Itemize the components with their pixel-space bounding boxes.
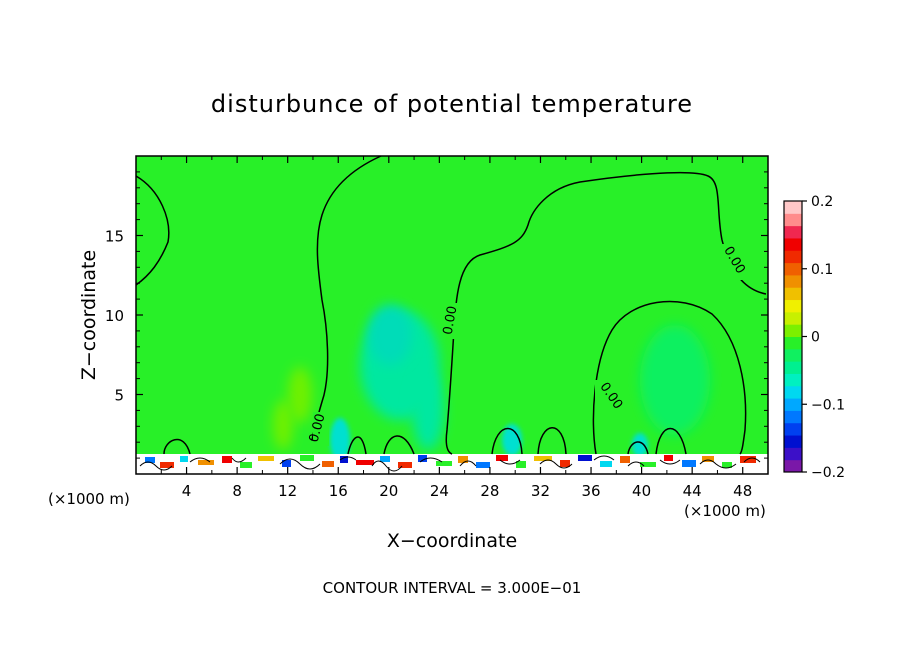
x-tick-label: 4: [182, 482, 192, 500]
colorbar-swatch: [784, 201, 802, 214]
colorbar-tick-label: −0.1: [811, 397, 845, 413]
contour-line: [592, 300, 747, 455]
contour-line: [135, 175, 170, 286]
x-axis-label: X−coordinate: [387, 530, 517, 552]
y-axis-label: Z−coordinate: [78, 250, 100, 380]
colorbar-swatch: [784, 447, 802, 461]
field-patch-cool: [412, 370, 444, 450]
colorbar-swatch: [784, 435, 802, 448]
colorbar-swatch: [784, 213, 802, 227]
colorbar-swatch: [784, 250, 802, 264]
x-axis-unit-right: (×1000 m): [684, 502, 766, 520]
contour-label: 0.00: [441, 305, 461, 336]
y-tick-label: 5: [114, 387, 124, 405]
contour-line: [655, 427, 687, 455]
chart-title: disturbunce of potential temperature: [211, 90, 693, 118]
surface-patches: [145, 455, 756, 468]
x-tick-label: 8: [232, 482, 242, 500]
x-tick-label: 32: [531, 482, 550, 500]
colorbar-swatch: [784, 422, 802, 436]
contour-labels: 0.00 0.00 0.00 0.00: [307, 244, 748, 446]
contour-line: [445, 171, 767, 455]
x-axis: 4 8 12 16 20 24 28 32 36 40 44 48: [160, 156, 752, 500]
y-tick-label: 10: [105, 307, 124, 325]
x-tick-label: 40: [632, 482, 651, 500]
colorbar-swatch: [784, 287, 802, 301]
colorbar-swatch: [784, 274, 802, 288]
colorbar-swatch: [784, 311, 802, 325]
colorbar-tick-label: 0.1: [811, 262, 833, 278]
colorbar-swatch: [784, 225, 802, 239]
x-tick-label: 28: [480, 482, 499, 500]
colorbar-swatch: [784, 385, 802, 399]
field-patch-cool: [632, 433, 648, 457]
contour-label: 0.00: [307, 412, 329, 444]
colorbar-swatch: [784, 348, 802, 362]
x-tick-label: 24: [430, 482, 449, 500]
y-axis: 5 10 15: [105, 171, 768, 459]
x-tick-label: 20: [379, 482, 398, 500]
x-tick-label: 16: [329, 482, 348, 500]
x-tick-label: 44: [683, 482, 702, 500]
contour-line: [163, 439, 191, 455]
field-patches: [273, 305, 710, 462]
colorbar-swatch: [784, 373, 802, 387]
colorbar-tick-label: 0.2: [811, 194, 833, 210]
colorbar-swatch: [784, 237, 802, 251]
surface-contours: [139, 455, 761, 472]
colorbar-swatch: [784, 324, 802, 337]
colorbar-swatch: [784, 262, 802, 276]
contour-line: [491, 427, 523, 455]
field-patch-warm: [273, 400, 293, 450]
x-tick-label: 36: [581, 482, 600, 500]
colorbar-tick-label: −0.2: [811, 465, 845, 481]
y-tick-label: 15: [105, 228, 124, 246]
colorbar-swatch: [784, 410, 802, 424]
colorbar-swatch: [784, 336, 802, 350]
field-patch-warm: [288, 367, 312, 423]
field-patch-cool: [640, 325, 710, 435]
field-patch-cool: [368, 305, 412, 365]
field-patch-cool: [330, 418, 350, 462]
contour-lines: [135, 155, 767, 455]
colorbar-swatch: [784, 398, 802, 411]
x-tick-label: 48: [733, 482, 752, 500]
colorbar-swatch: [784, 361, 802, 374]
contour-line: [383, 435, 415, 455]
colorbar-swatch: [784, 299, 802, 313]
field-patch-cool: [502, 424, 522, 456]
contour-interval-note: CONTOUR INTERVAL = 3.000E−01: [323, 579, 582, 597]
contour-line: [347, 436, 367, 455]
surface-layer: [136, 454, 768, 474]
x-tick-label: 12: [278, 482, 297, 500]
contour-line: [311, 155, 382, 441]
colorbar-tick-label: 0: [811, 330, 820, 346]
contour-line: [627, 441, 649, 455]
x-axis-unit-left: (×1000 m): [48, 490, 130, 508]
colorbar: 0.2 0.1 0 −0.1 −0.2: [783, 194, 845, 481]
colorbar-swatch: [784, 459, 802, 473]
contour-line: [537, 427, 567, 455]
